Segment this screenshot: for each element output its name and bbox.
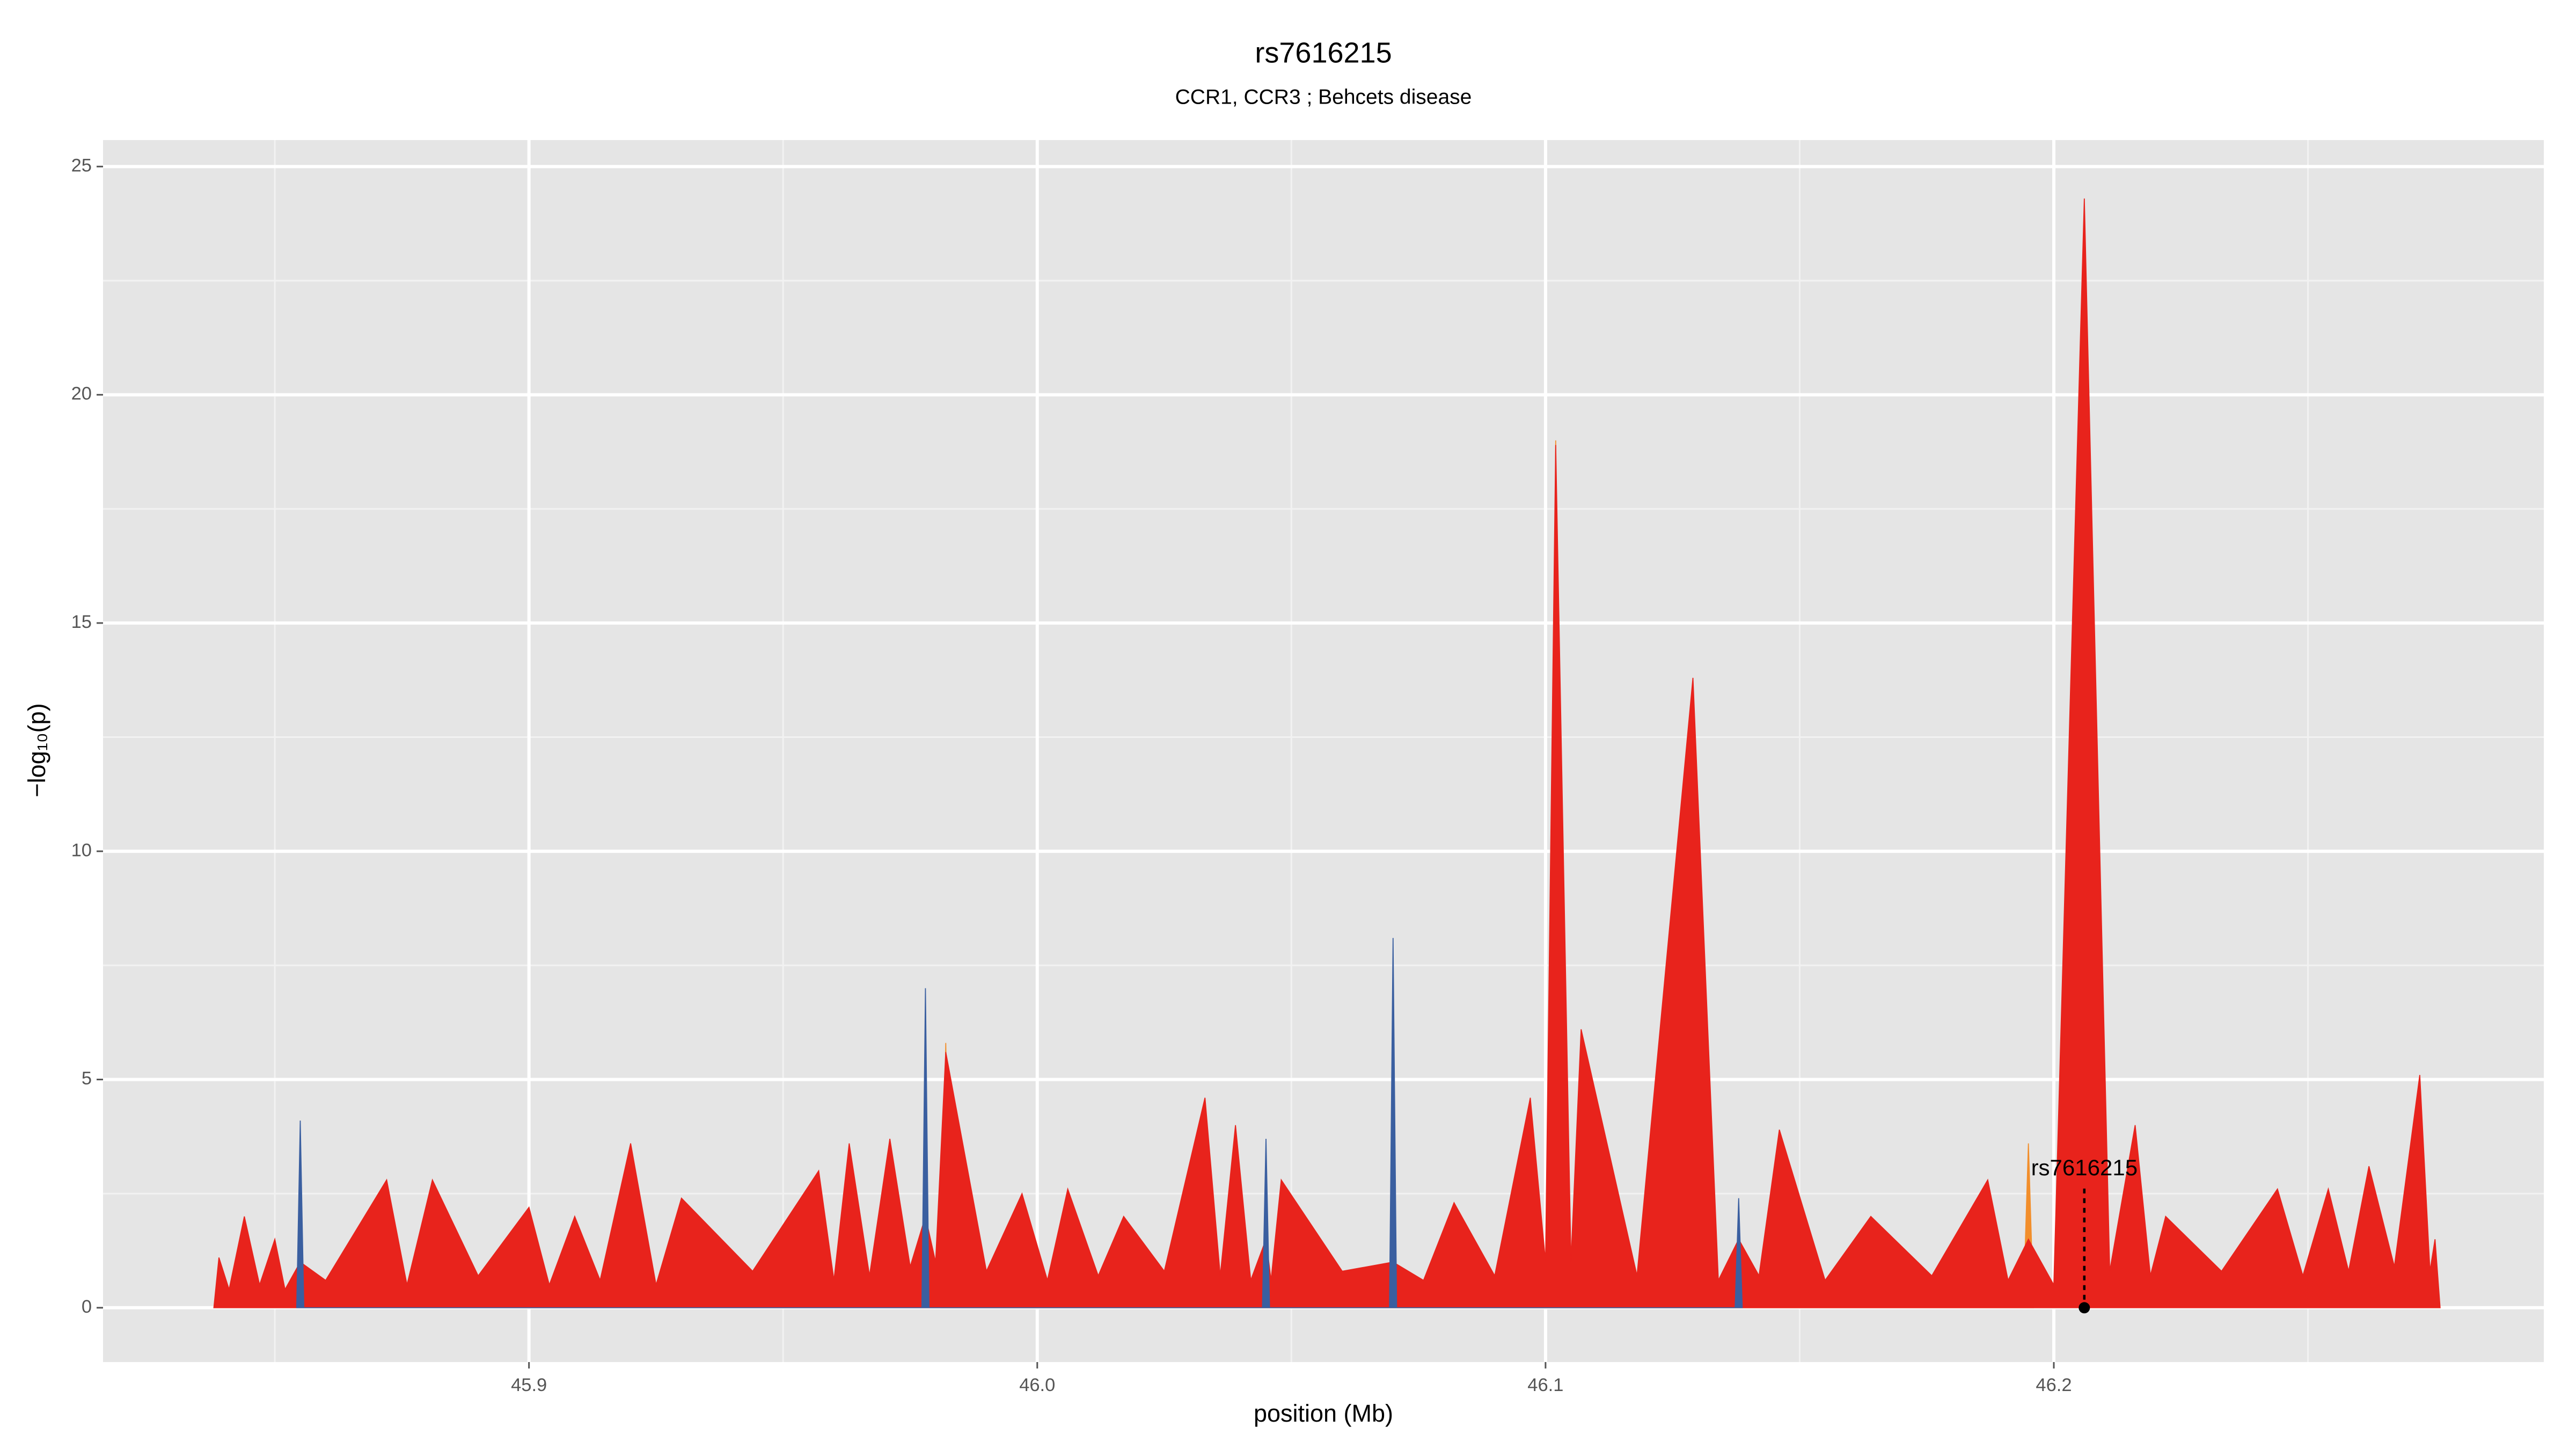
x-tick-label: 46.1 <box>1527 1375 1563 1395</box>
y-tick-label: 20 <box>71 384 92 404</box>
annotation-point <box>2079 1302 2090 1314</box>
chart-subtitle: CCR1, CCR3 ; Behcets disease <box>1175 85 1472 108</box>
axes: 45.9 46.0 46.1 46.2 0 5 10 15 20 25 <box>71 155 2072 1395</box>
data-marks: rs7616215 <box>213 198 2441 1314</box>
x-tick-label: 45.9 <box>511 1375 547 1395</box>
y-tick-label: 10 <box>71 840 92 860</box>
x-tick-label: 46.0 <box>1019 1375 1055 1395</box>
annotation-label: rs7616215 <box>2031 1155 2138 1180</box>
y-axis-label: −log₁₀(p) <box>23 703 50 797</box>
area-series <box>296 938 1743 1308</box>
chart-title: rs7616215 <box>1255 36 1392 69</box>
x-tick-label: 46.2 <box>2036 1375 2072 1395</box>
y-tick-label: 15 <box>71 612 92 632</box>
x-axis-label: position (Mb) <box>1254 1400 1393 1427</box>
plot-panel <box>103 140 2544 1362</box>
y-tick-label: 25 <box>71 155 92 175</box>
y-tick-label: 0 <box>82 1297 92 1317</box>
y-tick-label: 5 <box>82 1069 92 1089</box>
